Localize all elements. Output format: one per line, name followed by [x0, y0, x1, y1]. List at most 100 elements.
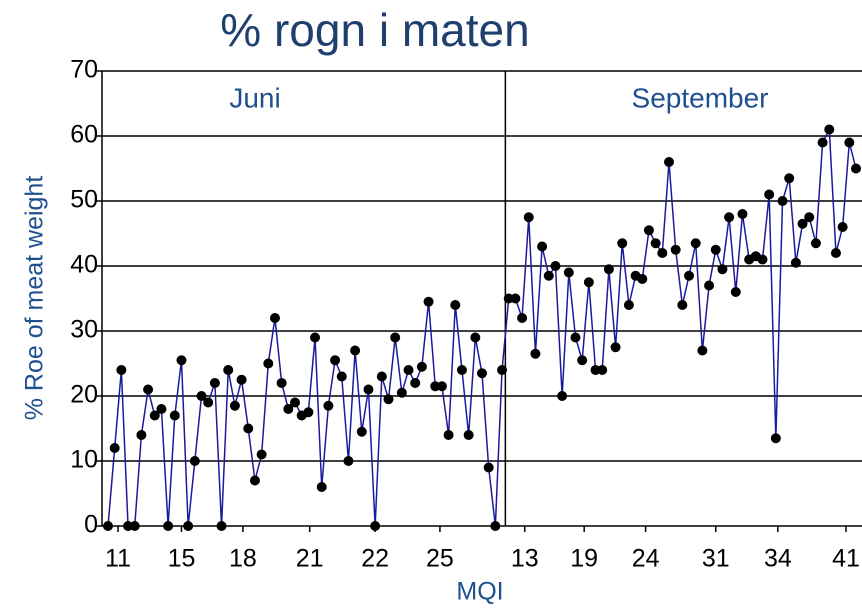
data-point	[643, 225, 654, 236]
data-point	[623, 300, 634, 310]
data-point	[477, 368, 487, 379]
data-point	[757, 254, 768, 265]
data-point	[610, 342, 621, 353]
data-point	[637, 274, 648, 284]
data-point	[336, 371, 347, 382]
x-tick-label: 21	[296, 545, 324, 573]
data-point	[236, 374, 247, 385]
data-point	[497, 365, 508, 375]
data-point	[557, 391, 568, 401]
data-point	[103, 521, 114, 531]
data-point	[109, 443, 120, 453]
data-point	[577, 355, 588, 366]
y-tick-label: 10	[70, 446, 98, 474]
data-point	[810, 238, 821, 249]
y-tick-label: 50	[70, 186, 98, 214]
data-point	[149, 410, 160, 421]
data-point	[704, 280, 715, 291]
data-point	[790, 257, 801, 268]
data-point	[169, 410, 180, 421]
data-point	[510, 293, 521, 304]
data-point	[403, 365, 414, 375]
data-point	[283, 404, 294, 414]
data-point	[650, 238, 661, 249]
data-point	[690, 238, 701, 249]
data-point	[189, 456, 200, 466]
data-point	[196, 391, 207, 401]
data-point	[356, 426, 367, 437]
data-point	[456, 365, 467, 375]
data-point	[143, 384, 154, 395]
data-point	[216, 521, 227, 531]
data-point	[463, 430, 474, 440]
data-point	[764, 189, 775, 200]
data-point	[203, 397, 214, 408]
y-tick-label: 20	[70, 381, 98, 409]
data-point	[343, 456, 354, 466]
data-point	[483, 462, 494, 473]
data-point	[837, 222, 848, 232]
data-point	[830, 248, 841, 258]
data-point	[597, 365, 608, 375]
data-point	[303, 407, 314, 418]
data-point	[136, 430, 147, 440]
data-point	[243, 423, 254, 434]
data-point	[677, 300, 688, 310]
y-tick-label: 60	[70, 121, 98, 149]
y-tick-label: 30	[70, 316, 98, 344]
x-tick-label: 19	[570, 545, 598, 573]
data-point	[410, 378, 421, 388]
data-point	[657, 248, 668, 258]
data-point	[390, 332, 401, 343]
data-point	[777, 196, 788, 206]
data-point	[450, 300, 461, 310]
data-point	[176, 355, 187, 366]
data-point	[517, 313, 528, 323]
data-point	[383, 394, 394, 405]
data-point	[376, 371, 387, 382]
x-axis-label: MQI	[456, 578, 503, 606]
data-point	[737, 209, 748, 219]
x-tick-label: 34	[764, 545, 792, 573]
y-tick-label: 40	[70, 251, 98, 279]
y-axis-label: % Roe of meat weight	[21, 176, 49, 421]
data-point	[797, 218, 808, 229]
data-point	[770, 433, 781, 444]
data-point	[363, 384, 374, 395]
data-point	[249, 475, 260, 486]
data-point	[416, 361, 427, 372]
data-point	[209, 378, 220, 388]
x-tick-label: 25	[426, 545, 454, 573]
data-point	[523, 212, 534, 223]
data-point	[684, 270, 695, 281]
x-tick-label: 41	[832, 545, 860, 573]
data-point	[269, 313, 280, 323]
x-tick-label: 31	[702, 545, 730, 573]
y-tick-label: 0	[84, 511, 98, 539]
data-line	[107, 126, 857, 527]
data-point	[229, 400, 240, 411]
data-point	[256, 449, 267, 460]
data-point	[537, 241, 548, 252]
data-point	[804, 212, 815, 223]
data-point	[717, 264, 728, 275]
data-point	[603, 264, 614, 275]
chart-title: % rogn i maten	[220, 4, 529, 56]
data-point	[817, 137, 828, 148]
x-tick-label: 24	[632, 545, 660, 573]
data-point	[443, 430, 454, 440]
data-point	[350, 345, 361, 356]
data-point	[530, 348, 541, 359]
data-point	[436, 381, 447, 392]
data-point	[710, 244, 721, 255]
data-point	[550, 261, 561, 271]
data-point	[670, 244, 681, 255]
data-point	[543, 270, 554, 281]
x-tick-label: 15	[168, 545, 196, 573]
data-point	[583, 277, 594, 288]
data-point	[730, 287, 741, 297]
data-point	[116, 365, 127, 375]
data-point	[784, 173, 795, 184]
annotation: Juni	[229, 82, 280, 113]
